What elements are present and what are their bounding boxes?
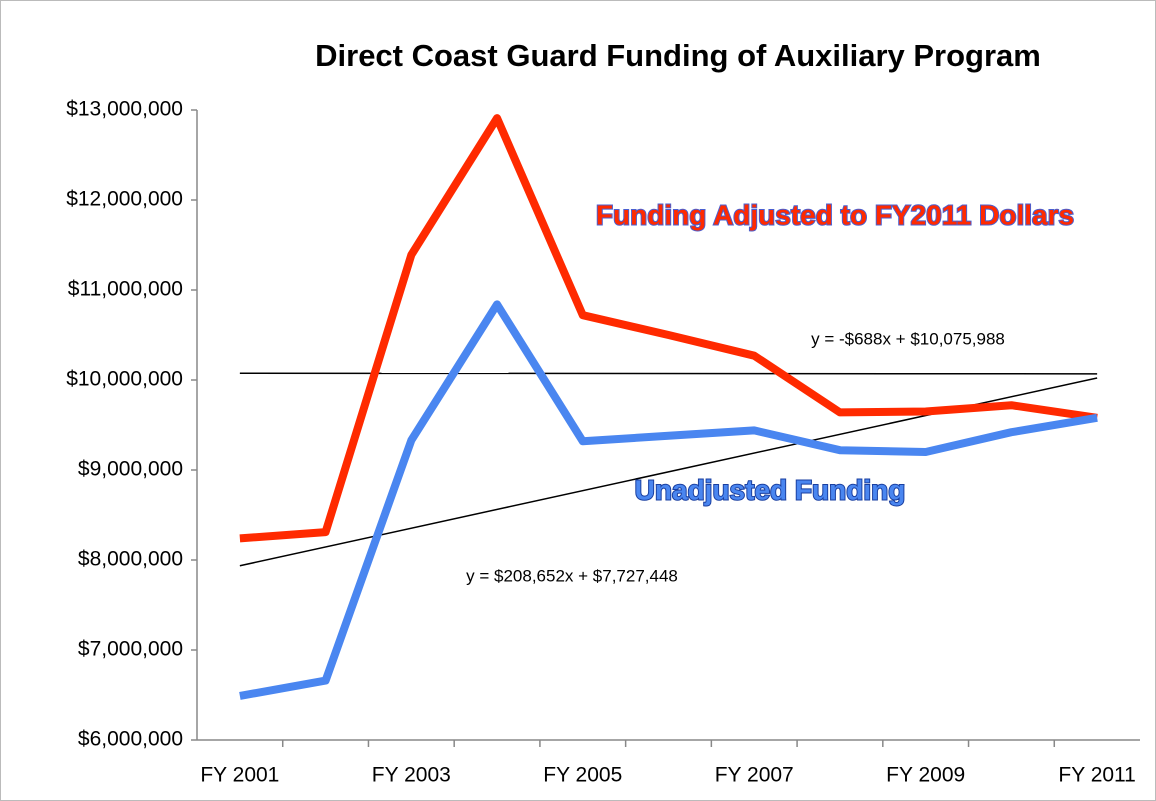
y-tick-label: $8,000,000 <box>78 548 183 571</box>
y-tick-label: $10,000,000 <box>66 368 183 391</box>
series-line <box>239 114 1098 543</box>
y-tick-label: $9,000,000 <box>78 458 183 481</box>
x-tick-label: FY 2009 <box>886 764 965 787</box>
y-tick-label: $11,000,000 <box>68 278 183 301</box>
trend-label: y = -$688x + $10,075,988 <box>811 329 1005 348</box>
series-line <box>239 300 1098 700</box>
x-tick-label: FY 2001 <box>200 764 279 787</box>
series-label: Funding Adjusted to FY2011 Dollars <box>596 199 1074 230</box>
trend-label: y = $208,652x + $7,727,448 <box>466 566 678 585</box>
x-tick-label: FY 2007 <box>715 764 794 787</box>
x-tick-label: FY 2003 <box>372 764 451 787</box>
y-tick-label: $13,000,000 <box>66 98 183 121</box>
trend-line <box>239 372 1098 375</box>
y-tick-label: $6,000,000 <box>78 728 183 751</box>
y-tick-label: $12,000,000 <box>66 188 183 211</box>
x-tick-label: FY 2011 <box>1058 764 1135 787</box>
series-label: Unadjusted Funding <box>635 474 906 505</box>
x-tick-label: FY 2005 <box>543 764 622 787</box>
y-tick-label: $7,000,000 <box>78 638 183 661</box>
chart-title: Direct Coast Guard Funding of Auxiliary … <box>315 38 1041 73</box>
